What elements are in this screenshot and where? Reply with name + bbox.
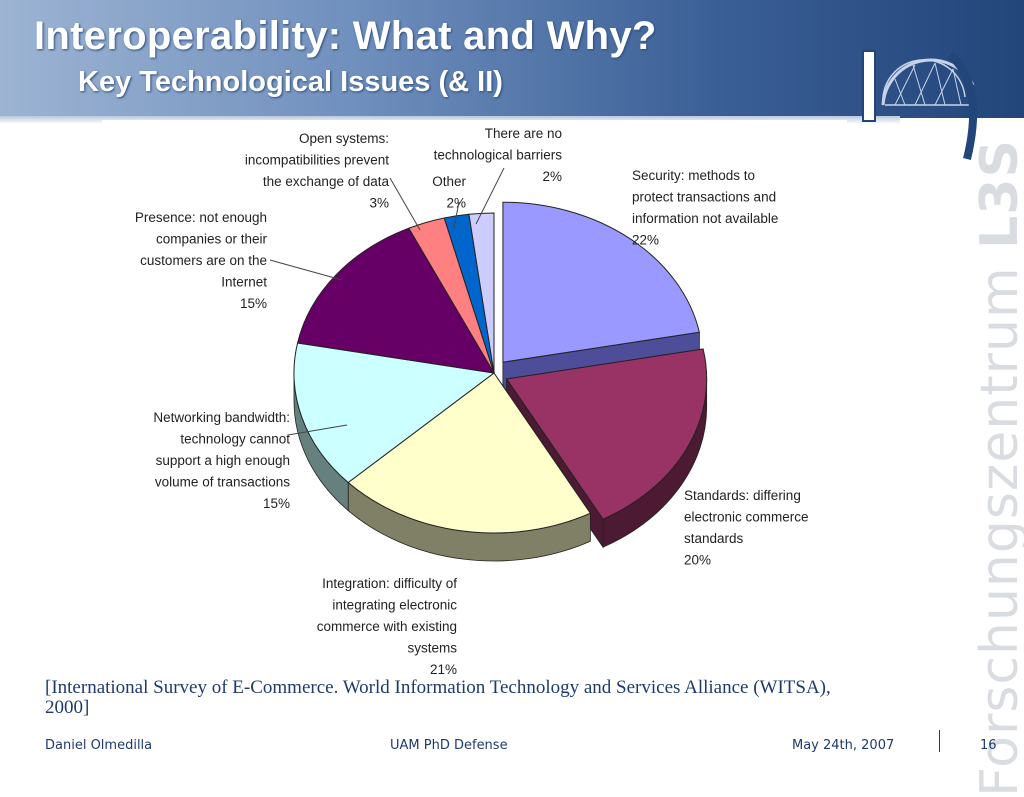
slice-label-7: There are no technological barriers 2% — [434, 126, 563, 184]
slice-label-1: Standards: differing electronic commerce s… — [684, 488, 809, 568]
footer-page-number: 16 — [980, 738, 997, 753]
citation: [International Survey of E-Commerce. Wor… — [45, 677, 831, 718]
institute-watermark: Forschungszentrum L3S — [970, 139, 1024, 797]
pie-chart: Security: methods to protect transactions… — [135, 126, 809, 675]
slice-label-3: Networking bandwidth: technology cannot su… — [153, 410, 290, 511]
slice-label-0: Security: methods to protect transactions… — [632, 168, 778, 248]
leader-line-3 — [287, 424, 348, 436]
footer-author: Daniel Olmedilla — [45, 738, 153, 753]
slide-header — [0, 0, 1024, 118]
slice-label-6: Other 2% — [432, 174, 466, 211]
l3s-logo-icon — [862, 50, 978, 160]
pie-slice-tops — [293, 201, 708, 534]
footer-date: May 24th, 2007 — [792, 738, 895, 753]
footer-event: UAM PhD Defense — [390, 738, 508, 753]
slide-subtitle: Key Technological Issues (& II) — [78, 66, 503, 98]
slice-label-4: Presence: not enough companies or their cu… — [135, 210, 268, 311]
slice-label-5: Open systems: incompatibilities prevent th… — [245, 131, 390, 211]
slide-title: Interoperability: What and Why? — [34, 14, 657, 58]
pie-slice-2 — [347, 372, 592, 534]
watermark-text: Forschungszentrum — [970, 266, 1024, 797]
pie-slice-1 — [505, 348, 708, 520]
leader-line-6 — [453, 201, 460, 229]
chart-area: Security: methods to protect transactions… — [102, 120, 847, 675]
leader-line-4 — [269, 259, 343, 281]
slice-label-2: Integration: difficulty of integrating el… — [317, 576, 458, 675]
footer-divider — [939, 730, 940, 752]
pie-slice-4 — [296, 227, 495, 374]
watermark-suffix: L3S — [970, 139, 1024, 249]
leader-line-5 — [389, 177, 421, 231]
leader-line-7 — [475, 167, 505, 225]
pie-slice-3 — [293, 342, 496, 484]
pie-slice-0 — [502, 201, 700, 363]
